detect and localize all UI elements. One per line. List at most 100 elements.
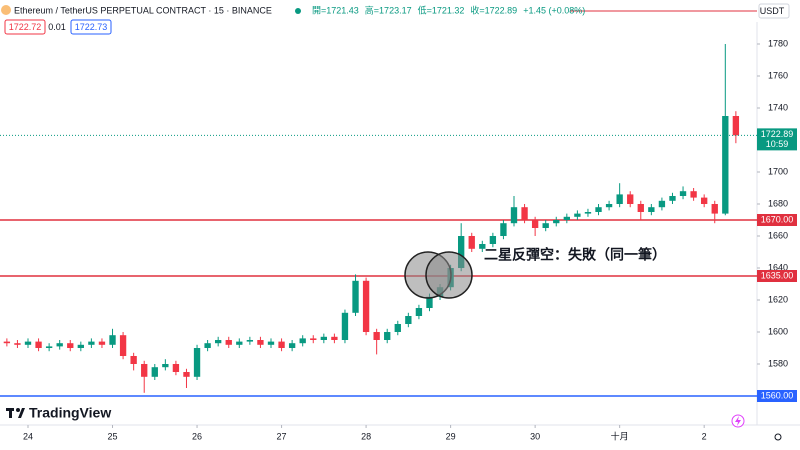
logo-mark	[9, 408, 12, 418]
candle-body	[362, 280, 370, 332]
candle-body	[288, 343, 296, 348]
candle-body	[679, 191, 687, 196]
level-label: 1670.00	[761, 214, 794, 224]
x-tick-label: 十月	[611, 430, 629, 441]
candle-body	[658, 200, 666, 208]
candle-body	[489, 236, 497, 244]
candle-body	[257, 340, 264, 345]
candle-body	[648, 207, 655, 212]
candle-body	[468, 236, 475, 249]
ohlc-value: 收=1722.89	[470, 4, 517, 15]
candle-body	[299, 338, 306, 344]
level-tag	[757, 270, 797, 282]
candle-body	[458, 236, 465, 268]
ohlc-value: +1.45 (+0.08%)	[523, 5, 585, 15]
currency[interactable]: USDT	[760, 6, 785, 16]
candle-body	[215, 340, 222, 344]
candle-body	[183, 372, 190, 377]
ask: 1722.73	[75, 22, 108, 32]
candle-body	[553, 220, 560, 224]
candle-body	[225, 340, 232, 345]
logo-mark	[16, 408, 20, 412]
candle-body	[310, 338, 317, 340]
candle-body	[352, 280, 359, 313]
candle-body	[130, 356, 137, 364]
candle-body	[479, 244, 486, 249]
candle-body	[669, 196, 676, 201]
candle-body	[616, 194, 623, 204]
candle-body	[98, 341, 106, 345]
x-tick-label: 2	[702, 431, 707, 441]
y-tick-label: 1640	[768, 262, 788, 272]
candle-body	[373, 332, 380, 340]
y-tick-label: 1680	[768, 198, 788, 208]
candle-body	[722, 116, 729, 214]
candle-body	[701, 197, 708, 204]
candle-body	[236, 341, 243, 345]
candle-body	[119, 335, 127, 356]
candle-body	[141, 364, 148, 377]
countdown: 10:59	[766, 139, 789, 149]
candle-body	[14, 343, 21, 345]
level-label: 1635.00	[761, 270, 794, 280]
level-label: 1560.00	[761, 390, 794, 400]
candle-body	[426, 296, 433, 308]
y-tick-label: 1620	[768, 294, 788, 304]
settings-icon[interactable]	[774, 433, 782, 441]
x-tick-label: 25	[108, 431, 118, 441]
candle-body	[510, 207, 518, 224]
candle-body	[394, 324, 401, 332]
candle-body	[331, 336, 338, 340]
candle-body	[531, 220, 539, 228]
level-tag	[757, 214, 797, 226]
candle-body	[584, 212, 592, 214]
marker-circle	[425, 251, 473, 299]
candle-body	[172, 364, 180, 372]
candle-body	[574, 213, 581, 217]
candle-body	[637, 204, 644, 212]
status-dot	[295, 8, 301, 14]
bid-box	[4, 19, 46, 35]
annotation: 二星反彈空：失敗（同一筆）	[484, 247, 666, 263]
candle-body	[320, 336, 327, 340]
candle-body	[415, 308, 423, 316]
candle-body	[711, 204, 718, 214]
ohlc: 開=1721.43 高=1723.17 低=1721.32 收=1722.89 +1.4…	[312, 4, 585, 15]
candle-body	[246, 340, 254, 342]
candle-body	[563, 216, 570, 220]
candle-body	[732, 116, 740, 136]
symbol-icon	[1, 5, 11, 15]
ohlc-value: 開=1721.43	[312, 5, 359, 15]
logo-mark	[18, 408, 25, 418]
x-tick-label: 30	[530, 431, 540, 441]
alert-bolt[interactable]	[735, 416, 741, 426]
candle-body	[384, 332, 391, 340]
candle-body	[605, 204, 613, 208]
candle-body	[595, 207, 602, 212]
candle-body	[151, 367, 158, 377]
y-tick-label: 1580	[768, 358, 788, 368]
currency-box[interactable]	[758, 3, 790, 19]
x-tick-label: 27	[277, 431, 287, 441]
candle-body	[56, 343, 63, 347]
candle-body	[193, 348, 201, 377]
ask-box	[70, 19, 112, 35]
x-tick-label: 24	[23, 431, 33, 441]
y-tick-label: 1760	[768, 70, 788, 80]
candle-body	[542, 223, 549, 228]
candle-body	[405, 316, 412, 324]
bid: 1722.72	[9, 22, 42, 32]
spread: 0.01	[48, 22, 66, 32]
candle-body	[3, 341, 11, 344]
plot: 1580160016201640166016801700172017401760…	[0, 38, 797, 441]
y-tick-label: 1700	[768, 166, 788, 176]
candle-body	[162, 364, 169, 368]
candle-body	[278, 341, 285, 348]
ohlc-value: 低=1721.32	[418, 4, 465, 15]
last-price-tag	[757, 128, 797, 151]
symbol: Ethereum / TetherUS PERPETUAL CONTRACT ·…	[14, 5, 272, 15]
y-tick-label: 1740	[768, 102, 788, 112]
candle-body	[500, 223, 507, 236]
